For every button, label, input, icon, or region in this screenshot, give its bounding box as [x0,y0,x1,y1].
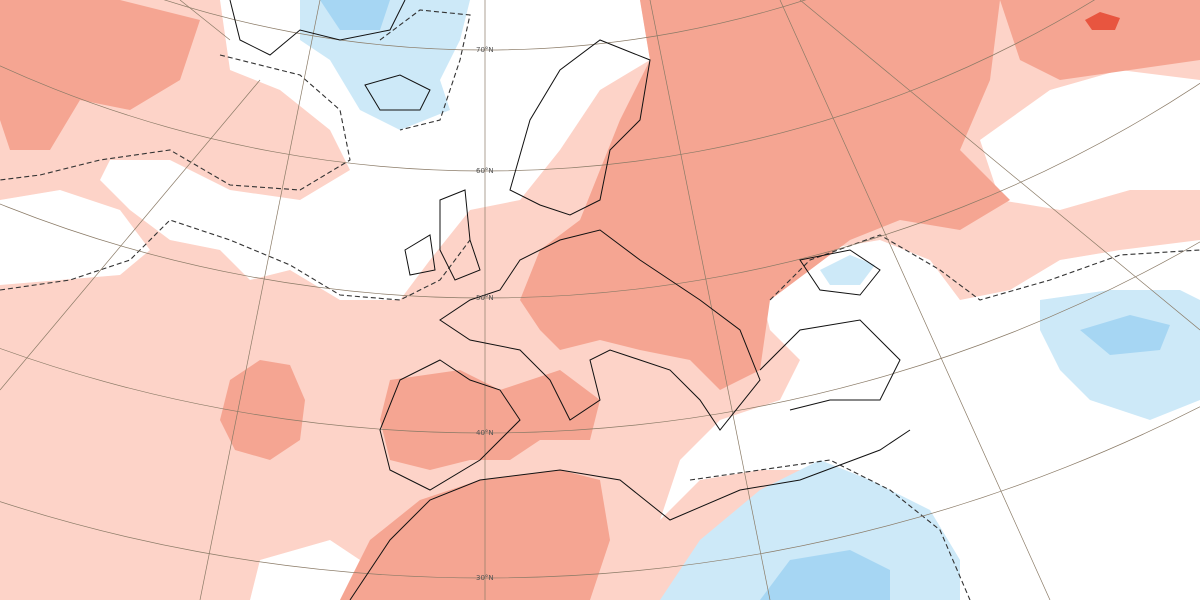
siberia-neutral [980,70,1200,210]
coastline [364,74,431,111]
coastline [799,249,881,296]
latitude-label: 30°N [476,574,494,582]
coastline [439,229,761,431]
coastline [229,0,406,56]
coastlines [229,0,911,600]
latitude-label: 40°N [476,429,494,437]
sahara-cooler [760,550,890,600]
arctic-warm [1000,0,1200,80]
sahara-cool [660,460,960,600]
contour [0,219,471,301]
meridian [0,79,261,391]
contour [379,9,471,131]
latitude-label: 60°N [476,167,494,175]
canary-neutral [250,540,360,600]
latitude-labels: 70°N 60°N 50°N 40°N 30°N [476,46,494,582]
meridian [179,0,231,41]
iberia-italy-warm [380,370,600,470]
iceland-cool [300,0,470,130]
west-atlantic-neutral [0,190,150,285]
latitude-label: 70°N [476,46,494,54]
meridian [649,0,771,600]
contour [689,459,971,600]
coastline [759,319,901,411]
coastline [379,359,521,491]
latitude-label: 50°N [476,294,494,302]
meridian [779,0,1051,600]
north-africa-warm [340,470,610,600]
coastline [509,39,651,216]
cooler-areas [320,0,1170,600]
europe-warm [520,0,1010,390]
coastline [349,429,911,600]
north-atlantic-neutral [100,0,650,300]
coastline [404,189,481,281]
meridian [799,0,1200,331]
canada-warm [0,0,200,150]
black-sea-cool [820,255,875,285]
atlantic-warm-patch [220,360,305,460]
contour [0,54,351,191]
greenland-cooler [320,0,390,30]
caspian-cooler [1080,315,1170,355]
meridian [199,0,321,600]
hot-spot [1085,12,1120,30]
